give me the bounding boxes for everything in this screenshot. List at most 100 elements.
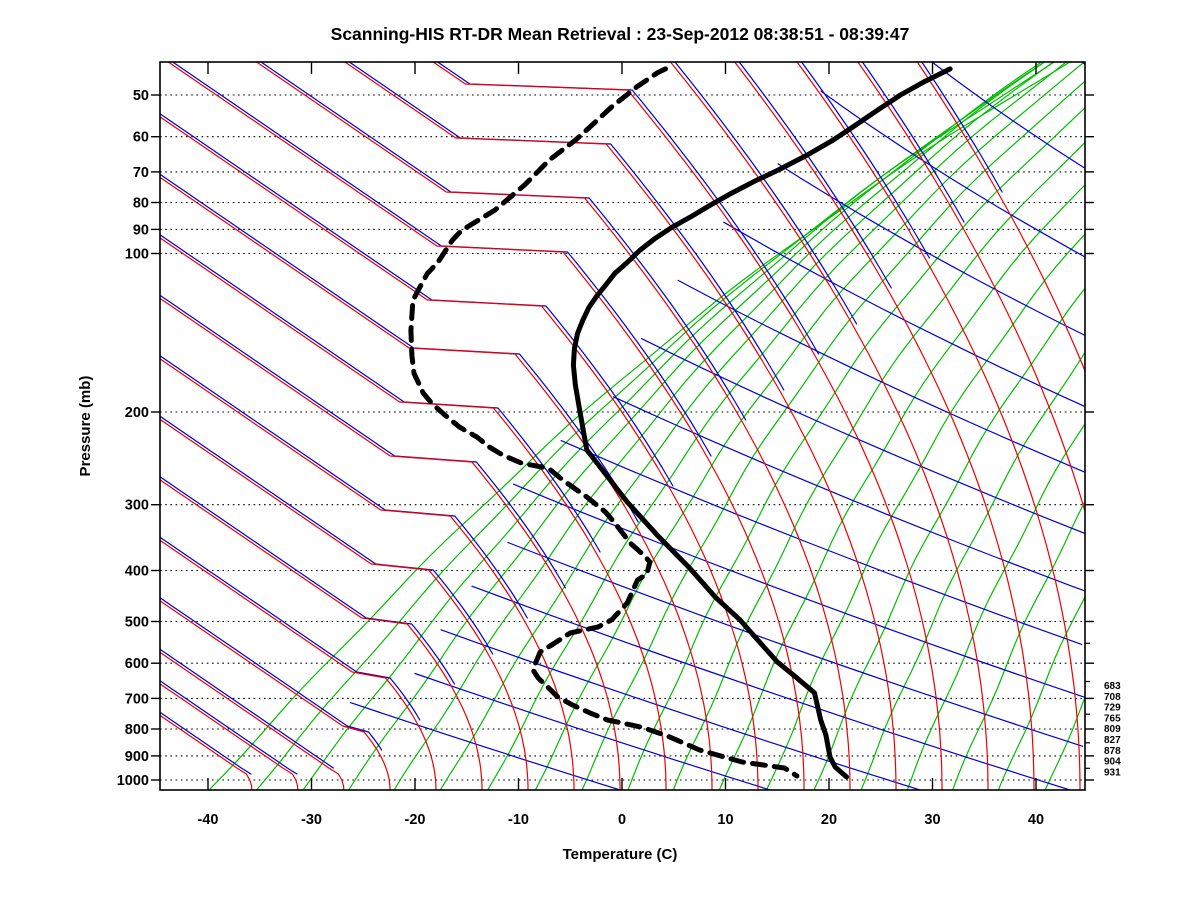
- right-edge-level-label: 931: [1104, 767, 1121, 778]
- blue-companion-isopleth: [738, 62, 892, 289]
- blue-companion-isopleth: [160, 680, 298, 775]
- red-isopleth: [255, 62, 851, 790]
- blue-isopleth: [414, 672, 771, 790]
- red-isopleth: [160, 479, 483, 790]
- green-isopleth: [952, 500, 1085, 790]
- x-tick-label: 10: [717, 812, 733, 828]
- y-tick-label: 400: [125, 564, 149, 580]
- blue-isopleth: [507, 541, 1084, 747]
- blue-companion-isopleth: [921, 62, 1003, 193]
- red-isopleth: [669, 62, 989, 790]
- blue-isopleth: [777, 163, 1085, 337]
- blue-companion-isopleth: [160, 355, 528, 619]
- right-edge-level-label: 827: [1104, 735, 1121, 746]
- red-isopleth: [160, 116, 759, 790]
- y-tick-label: 90: [133, 222, 149, 238]
- green-isopleth: [906, 422, 1085, 790]
- blue-companion-isopleth: [160, 113, 674, 487]
- x-tick-label: 0: [618, 812, 626, 828]
- blue-isopleth: [640, 338, 1085, 535]
- blue-companion-isopleth: [674, 62, 858, 325]
- right-edge-level-label: 878: [1104, 746, 1121, 757]
- blue-companion-isopleth: [171, 62, 712, 457]
- blue-companion-isopleth: [160, 536, 421, 721]
- red-isopleth: [432, 62, 943, 790]
- x-tick-labels: -40 -30 -20 -10 0 10 20 30 40: [198, 812, 1045, 828]
- y-tick-label: 700: [125, 691, 149, 707]
- y-axis-label: Pressure (mb): [77, 376, 94, 477]
- green-isopleth: [672, 141, 1085, 790]
- x-tick-label: -20: [405, 812, 426, 828]
- blue-companion-isopleth: [436, 62, 820, 355]
- y-tick-label: 300: [125, 498, 149, 514]
- y-tick-labels: 50 60 70 80 90 100 200 300 400 500 600 700 800 900 100…: [117, 88, 149, 789]
- green-isopleth: [348, 62, 1043, 790]
- red-isopleth: [160, 237, 667, 790]
- blue-isopleth: [931, 62, 1085, 169]
- plot-frame: [159, 61, 1086, 791]
- blue-isopleth: [471, 585, 1071, 790]
- red-isopleth: [160, 539, 437, 790]
- x-tick-label: -10: [508, 812, 529, 828]
- blue-isopleth: [723, 221, 1085, 408]
- green-isopleth: [997, 595, 1085, 790]
- green-isopleth: [718, 183, 1085, 790]
- green-isopleth: [581, 80, 1085, 790]
- red-isopleth: [160, 297, 621, 790]
- red-isopleth: [733, 62, 1035, 790]
- red-isopleth: [160, 358, 575, 790]
- green-isopleth: [813, 287, 1085, 790]
- red-isopleth: [857, 62, 1085, 514]
- blue-isopleth: [560, 440, 1083, 646]
- green-isopleth: [765, 233, 1085, 790]
- red-isopleth: [796, 62, 1081, 790]
- chart-title: Scanning-HIS RT-DR Mean Retrieval : 23-S…: [331, 24, 910, 44]
- blue-companion-isopleth: [160, 476, 456, 685]
- dewpoint-curve: [408, 66, 800, 779]
- green-isopleth: [302, 62, 1046, 790]
- y-tick-label: 50: [133, 88, 149, 104]
- red-isopleth: [160, 714, 253, 790]
- right-edge-level-label: 765: [1104, 713, 1121, 724]
- right-edge-level-label: 683: [1104, 681, 1121, 692]
- x-axis-label: Temperature (C): [563, 846, 678, 863]
- x-tick-label: -30: [301, 812, 322, 828]
- x-tick-label: 30: [924, 812, 940, 828]
- y-tick-label: 70: [133, 165, 149, 181]
- blue-companion-isopleth: [160, 597, 383, 751]
- blue-isopleth: [613, 396, 1085, 592]
- right-edge-level-label: 809: [1104, 724, 1121, 735]
- y-tick-label: 80: [133, 196, 149, 212]
- y-tick-label: 1000: [117, 773, 149, 789]
- y-tick-label: 800: [125, 722, 149, 738]
- blue-companion-isopleth: [160, 711, 252, 775]
- blue-companion-isopleth: [160, 294, 567, 589]
- x-tick-label: -40: [198, 812, 219, 828]
- y-tick-label: 60: [133, 130, 149, 146]
- y-tick-label: 500: [125, 615, 149, 631]
- blue-isopleth: [512, 483, 1085, 699]
- y-tick-label: 200: [125, 405, 149, 421]
- red-isopleth: [160, 683, 299, 790]
- y-tick-label: 900: [125, 749, 149, 765]
- blue-isopleth: [677, 279, 1085, 473]
- red-isopleth: [343, 62, 897, 790]
- blue-companion-isopleth: [259, 62, 747, 421]
- temperature-curve: [570, 66, 953, 780]
- blue-isopleth-lines: [160, 62, 1085, 790]
- x-tick-label: 20: [821, 812, 837, 828]
- sounding-profiles: [408, 66, 953, 780]
- x-tick-label: 40: [1028, 812, 1044, 828]
- green-isopleth: [393, 62, 1046, 790]
- right-edge-level-label: 708: [1104, 692, 1121, 703]
- right-edge-level-label: 729: [1104, 703, 1121, 714]
- green-isopleth: [439, 62, 1054, 790]
- y-tick-label: 100: [125, 247, 149, 263]
- red-isopleth: [916, 62, 1085, 373]
- green-isopleth: [534, 62, 1085, 790]
- red-isopleth: [160, 651, 345, 790]
